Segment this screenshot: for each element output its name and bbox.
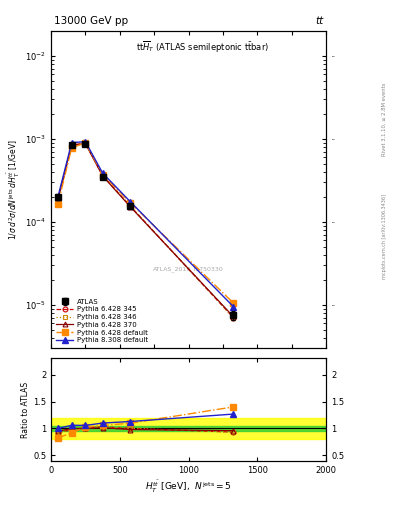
Pythia 6.428 345 bbox=[83, 140, 88, 146]
Pythia 6.428 370 bbox=[70, 141, 74, 147]
Line: Pythia 6.428 default: Pythia 6.428 default bbox=[55, 140, 236, 306]
Pythia 6.428 370 bbox=[56, 196, 61, 202]
Text: ATLAS_2019_I1750330: ATLAS_2019_I1750330 bbox=[153, 266, 224, 272]
Pythia 8.308 default bbox=[70, 139, 74, 145]
Pythia 6.428 default bbox=[70, 144, 74, 151]
Pythia 6.428 370 bbox=[83, 141, 88, 147]
Pythia 8.308 default bbox=[100, 170, 105, 176]
Line: Pythia 6.428 370: Pythia 6.428 370 bbox=[55, 141, 236, 319]
Pythia 6.428 default bbox=[100, 172, 105, 178]
Pythia 6.428 default bbox=[128, 200, 132, 206]
Y-axis label: $1/\sigma\,d^2\sigma/dN^{\rm jets}\,dH_T^{t\bar{t}}$ [1/GeV]: $1/\sigma\,d^2\sigma/dN^{\rm jets}\,dH_T… bbox=[6, 139, 22, 240]
Text: tt: tt bbox=[315, 16, 323, 26]
Pythia 6.428 345 bbox=[70, 142, 74, 148]
Pythia 6.428 370 bbox=[100, 173, 105, 179]
Pythia 6.428 346 bbox=[70, 142, 74, 148]
Pythia 8.308 default bbox=[231, 304, 236, 310]
Pythia 8.308 default bbox=[128, 199, 132, 205]
Text: mcplots.cern.ch [arXiv:1306.3436]: mcplots.cern.ch [arXiv:1306.3436] bbox=[382, 195, 387, 280]
Pythia 8.308 default bbox=[56, 194, 61, 200]
Pythia 6.428 default bbox=[231, 300, 236, 306]
Pythia 6.428 default bbox=[83, 140, 88, 146]
Text: 13000 GeV pp: 13000 GeV pp bbox=[54, 16, 128, 26]
Pythia 6.428 346 bbox=[128, 203, 132, 209]
Pythia 6.428 345 bbox=[100, 173, 105, 179]
Pythia 6.428 345 bbox=[56, 197, 61, 203]
Line: Pythia 6.428 345: Pythia 6.428 345 bbox=[55, 141, 236, 320]
Line: Pythia 6.428 346: Pythia 6.428 346 bbox=[55, 141, 236, 320]
Pythia 6.428 345 bbox=[128, 203, 132, 209]
Text: Rivet 3.1.10, ≥ 2.8M events: Rivet 3.1.10, ≥ 2.8M events bbox=[382, 83, 387, 156]
Pythia 6.428 default bbox=[56, 201, 61, 207]
Pythia 6.428 345 bbox=[231, 314, 236, 321]
X-axis label: $H_T^{t\bar{t}}$ [GeV],  $N^{\rm jets} = 5$: $H_T^{t\bar{t}}$ [GeV], $N^{\rm jets} = … bbox=[145, 479, 232, 495]
Pythia 8.308 default bbox=[83, 139, 88, 145]
Line: Pythia 8.308 default: Pythia 8.308 default bbox=[55, 139, 236, 309]
Pythia 6.428 346 bbox=[56, 197, 61, 203]
Pythia 6.428 346 bbox=[231, 314, 236, 321]
Text: tt$\overline{H}_{T}$ (ATLAS semileptonic t$\bar{\rm t}$bar): tt$\overline{H}_{T}$ (ATLAS semileptonic… bbox=[136, 40, 269, 55]
Pythia 6.428 346 bbox=[100, 173, 105, 179]
Y-axis label: Ratio to ATLAS: Ratio to ATLAS bbox=[21, 381, 30, 438]
Pythia 6.428 370 bbox=[231, 313, 236, 319]
Pythia 6.428 346 bbox=[83, 140, 88, 146]
Pythia 6.428 370 bbox=[128, 204, 132, 210]
Legend: ATLAS, Pythia 6.428 345, Pythia 6.428 346, Pythia 6.428 370, Pythia 6.428 defaul: ATLAS, Pythia 6.428 345, Pythia 6.428 34… bbox=[55, 297, 149, 345]
